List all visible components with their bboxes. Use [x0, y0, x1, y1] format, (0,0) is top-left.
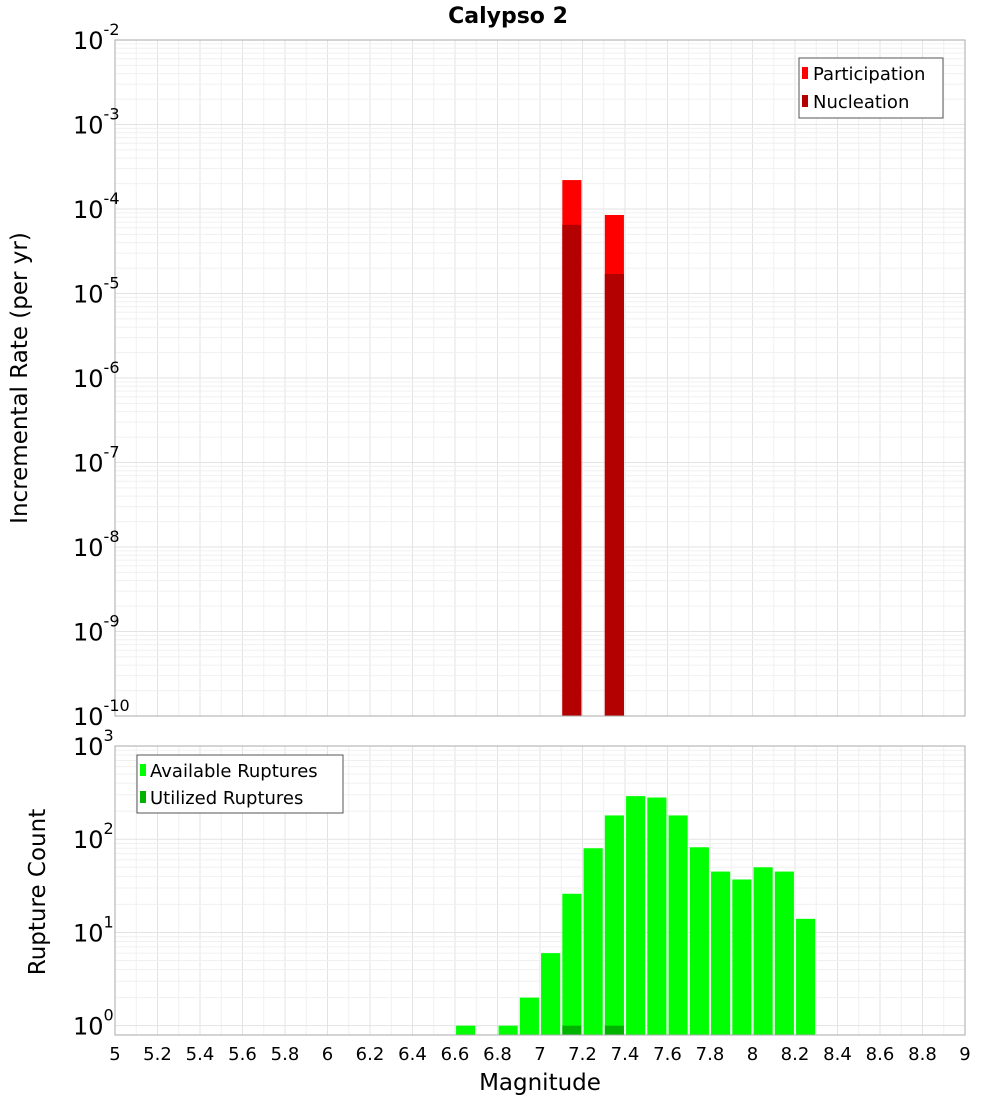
y-tick-label: 10-2: [73, 20, 120, 55]
x-tick-label: 6.8: [483, 1044, 512, 1065]
x-tick-label: 8.2: [781, 1044, 810, 1065]
legend-swatch-utilized: [140, 791, 146, 803]
bottom-y-ticks: 100 101 102 103: [73, 726, 114, 1041]
y-tick-label: 101: [73, 912, 114, 947]
y-tick-label: 10-9: [73, 612, 120, 647]
bar-available: [796, 918, 816, 1035]
x-tick-label: 5.6: [228, 1044, 257, 1065]
top-plot-frame: [114, 39, 966, 717]
y-tick-label: 10-3: [73, 105, 120, 140]
bar-available: [711, 871, 731, 1035]
bar-available: [519, 997, 539, 1035]
legend-label-nucleation: Nucleation: [813, 92, 909, 113]
bar-available: [583, 848, 603, 1035]
legend-swatch-nucleation: [802, 95, 808, 107]
x-tick-label: 7.8: [696, 1044, 725, 1065]
x-tick-label: 6.2: [356, 1044, 385, 1065]
bar-utilized: [562, 1025, 582, 1035]
legend-swatch-available: [140, 764, 146, 776]
top-grid: [114, 40, 966, 717]
x-tick-label: 7.4: [611, 1044, 640, 1065]
x-tick-label: 6.6: [441, 1044, 470, 1065]
bar-available: [753, 867, 773, 1035]
bar-available: [562, 893, 582, 1035]
x-tick-label: 6: [322, 1044, 333, 1065]
y-tick-label: 10-10: [73, 696, 130, 731]
bar-available: [774, 871, 794, 1035]
top-y-axis-label: Incremental Rate (per yr): [7, 232, 33, 524]
bar-utilized: [604, 1025, 624, 1035]
x-tick-label: 7: [534, 1044, 545, 1065]
y-tick-label: 103: [73, 726, 114, 761]
y-tick-label: 10-7: [73, 443, 120, 478]
x-tick-label: 8: [747, 1044, 758, 1065]
bar-available: [456, 1025, 476, 1035]
top-legend-box: [798, 57, 944, 119]
bar-available: [626, 796, 646, 1035]
bar-available: [604, 815, 624, 1035]
x-tick-label: 9: [959, 1044, 970, 1065]
x-tick-label: 8.6: [866, 1044, 895, 1065]
y-tick-label: 10-5: [73, 274, 120, 309]
bar-available: [668, 815, 688, 1035]
top-bars: [562, 180, 624, 716]
top-legend: Participation Nucleation: [798, 57, 944, 119]
top-y-ticks: 10-10 10-9 10-8 10-7 10-6 10-5 10-4 10-3 10-2: [73, 20, 130, 731]
bar-available: [498, 1025, 518, 1035]
bottom-plot: 100 101 102 103 5 5.2 5.4 5.6 5.8 6 6.2 6.4 6.6 6.8 7…: [25, 726, 971, 1096]
y-tick-label: 10-8: [73, 527, 120, 562]
bottom-y-axis-label: Rupture Count: [25, 809, 51, 975]
y-tick-label: 10-6: [73, 358, 120, 393]
x-tick-label: 7.6: [653, 1044, 682, 1065]
bar-available: [541, 953, 561, 1035]
x-tick-label: 6.4: [398, 1044, 427, 1065]
chart-title: Calypso 2: [448, 4, 568, 29]
y-tick-label: 100: [73, 1006, 114, 1041]
bar-available: [647, 797, 667, 1035]
bottom-bars: [456, 796, 816, 1035]
x-tick-label: 8.4: [823, 1044, 852, 1065]
x-axis-label: Magnitude: [479, 1070, 601, 1096]
x-tick-label: 7.2: [568, 1044, 597, 1065]
legend-label-utilized: Utilized Ruptures: [150, 788, 303, 809]
bottom-plot-frame: [114, 745, 966, 1036]
bottom-legend-box: [136, 754, 344, 814]
bottom-legend: Available Ruptures Utilized Ruptures: [136, 754, 344, 814]
y-tick-label: 10-4: [73, 189, 120, 224]
x-ticks: 5 5.2 5.4 5.6 5.8 6 6.2 6.4 6.6 6.8 7 7.2 7.4 7.6 7.8 8…: [109, 1044, 970, 1065]
legend-label-participation: Participation: [813, 64, 925, 85]
top-plot: 10-10 10-9 10-8 10-7 10-6 10-5 10-4 10-3 10-2 In…: [7, 20, 966, 731]
x-tick-label: 5.2: [143, 1044, 172, 1065]
x-tick-label: 5.8: [271, 1044, 300, 1065]
bar-nucleation: [562, 224, 582, 716]
legend-label-available: Available Ruptures: [150, 761, 318, 782]
bar-available: [732, 879, 752, 1035]
legend-swatch-participation: [802, 67, 808, 79]
bar-nucleation: [604, 274, 624, 716]
x-tick-label: 8.8: [908, 1044, 937, 1065]
x-tick-label: 5: [109, 1044, 120, 1065]
x-tick-label: 5.4: [186, 1044, 215, 1065]
bar-available: [689, 847, 709, 1035]
y-tick-label: 102: [73, 819, 114, 854]
